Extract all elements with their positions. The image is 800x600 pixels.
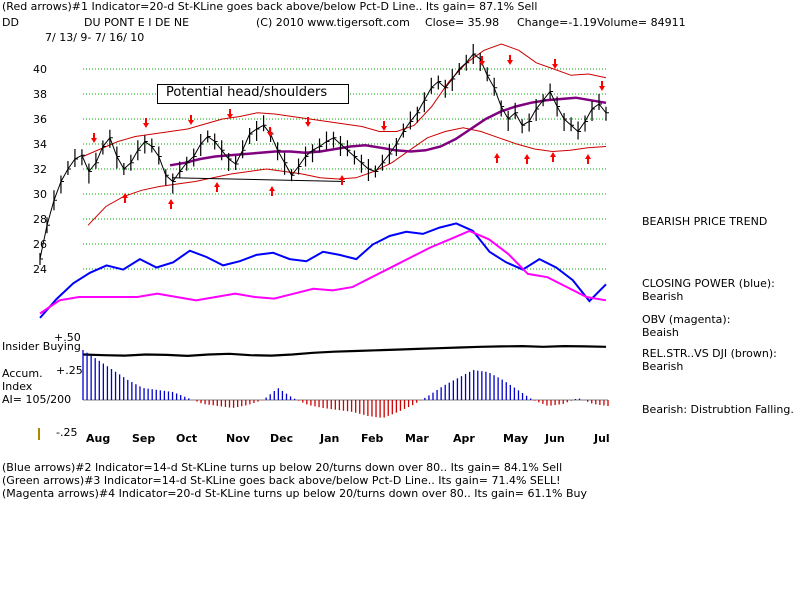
lower-band bbox=[87, 127, 607, 226]
red-arrow-up-1 bbox=[168, 199, 174, 209]
y-tick-24: 24 bbox=[33, 263, 47, 276]
red-arrow-down-4 bbox=[267, 127, 273, 137]
red-arrow-up-0 bbox=[122, 193, 128, 203]
ticker-label: DD bbox=[2, 16, 19, 29]
y-tick-26: 26 bbox=[33, 238, 47, 251]
obv-line bbox=[39, 229, 607, 315]
red-arrow-down-5 bbox=[305, 117, 311, 127]
red-arrow-up-4 bbox=[339, 175, 345, 185]
indicator-2-caption: (Blue arrows)#2 Indicator=14-d St-KLine … bbox=[2, 461, 563, 474]
red-arrow-down-3 bbox=[227, 109, 233, 119]
date-range: 7/ 13/ 9- 7/ 16/ 10 bbox=[45, 31, 145, 44]
red-arrow-down-6 bbox=[381, 121, 387, 131]
change-value: Change=-1.19 bbox=[517, 16, 597, 29]
y-axis-ticks: 24 26 28 30 32 34 36 38 40 bbox=[33, 63, 47, 276]
month-dec: Dec bbox=[270, 432, 293, 445]
relstr-title: REL.STR..VS DJI (brown): bbox=[642, 347, 777, 360]
signal-arrows bbox=[91, 55, 605, 209]
red-arrow-up-8 bbox=[585, 154, 591, 164]
y-tick-28: 28 bbox=[33, 213, 47, 226]
volume-value: Volume= 84911 bbox=[597, 16, 686, 29]
month-jan: Jan bbox=[319, 432, 339, 445]
y-tick-32: 32 bbox=[33, 163, 47, 176]
plus25-label: +.25 bbox=[56, 364, 83, 377]
relstr-series bbox=[82, 344, 607, 358]
red-arrow-down-10 bbox=[599, 81, 605, 91]
month-feb: Feb bbox=[361, 432, 384, 445]
relstr-line bbox=[82, 344, 607, 358]
obv-value: Beaish bbox=[642, 326, 679, 339]
company-name: DU PONT E I DE NE bbox=[84, 16, 190, 29]
head-shoulders-label: Potential head/shoulders bbox=[166, 85, 328, 100]
closing-power-value: Bearish bbox=[642, 290, 684, 303]
month-jun: Jun bbox=[544, 432, 565, 445]
month-mar: Mar bbox=[405, 432, 429, 445]
lower-band-line bbox=[87, 127, 607, 226]
month-aug: Aug bbox=[86, 432, 110, 445]
obv-title: OBV (magenta): bbox=[642, 313, 731, 326]
red-arrow-down-7 bbox=[479, 56, 485, 66]
red-arrow-up-3 bbox=[269, 186, 275, 196]
indicator-3-caption: (Green arrows)#3 Indicator=14-d St-KLine… bbox=[2, 474, 561, 487]
neckline bbox=[171, 177, 346, 182]
minus25-label: -.25 bbox=[56, 426, 78, 439]
y-tick-40: 40 bbox=[33, 63, 47, 76]
month-apr: Apr bbox=[453, 432, 475, 445]
red-arrow-up-6 bbox=[524, 154, 530, 164]
upper-band-line bbox=[82, 43, 607, 157]
y-tick-30: 30 bbox=[33, 188, 47, 201]
month-sep: Sep bbox=[132, 432, 155, 445]
month-nov: Nov bbox=[226, 432, 251, 445]
red-arrow-down-2 bbox=[188, 115, 194, 125]
neckline-line bbox=[171, 177, 346, 182]
relstr-value: Bearish bbox=[642, 360, 684, 373]
y-tick-36: 36 bbox=[33, 113, 47, 126]
red-arrow-up-5 bbox=[494, 153, 500, 163]
y-tick-38: 38 bbox=[33, 88, 47, 101]
price-line bbox=[39, 53, 607, 260]
closing-power-title: CLOSING POWER (blue): bbox=[642, 277, 775, 290]
red-arrow-down-0 bbox=[91, 133, 97, 143]
indicator-4-caption: (Magenta arrows)#4 Indicator=20-d St-KLi… bbox=[2, 487, 587, 500]
close-value: Close= 35.98 bbox=[425, 16, 500, 29]
obv-series bbox=[39, 229, 607, 315]
month-oct: Oct bbox=[176, 432, 197, 445]
red-arrow-down-9 bbox=[552, 59, 558, 69]
red-arrow-up-7 bbox=[550, 152, 556, 162]
insider-buying-label: Insider Buying bbox=[2, 340, 81, 353]
price-series bbox=[39, 44, 609, 265]
y-tick-34: 34 bbox=[33, 138, 47, 151]
trend-label: BEARISH PRICE TREND bbox=[642, 215, 768, 228]
accum-label-2: Index bbox=[2, 380, 33, 393]
head-shoulders-annotation bbox=[157, 84, 349, 104]
ai-value: AI= 105/200 bbox=[2, 393, 72, 406]
red-arrow-up-2 bbox=[214, 182, 220, 192]
plus50-label: +.50 bbox=[54, 331, 81, 344]
month-jul: Jul bbox=[593, 432, 610, 445]
accum-label-1: Accum. bbox=[2, 367, 43, 380]
accum-index-bars bbox=[82, 350, 609, 418]
upper-band bbox=[82, 43, 607, 157]
month-may: May bbox=[503, 432, 528, 445]
copyright-label: (C) 2010 www.tigersoft.com bbox=[256, 16, 410, 29]
red-arrow-down-8 bbox=[507, 55, 513, 65]
distribution-label: Bearish: Distrubtion Falling. bbox=[642, 403, 794, 416]
closing-power-series bbox=[39, 222, 607, 319]
minus25-tick bbox=[38, 428, 40, 440]
indicator-1-caption: (Red arrows)#1 Indicator=20-d St-KLine g… bbox=[2, 0, 538, 13]
closing-power-line bbox=[39, 222, 607, 319]
red-arrow-down-1 bbox=[143, 118, 149, 128]
month-labels: Aug Sep Oct Nov Dec Jan Feb Mar Apr May Jun Jul bbox=[86, 432, 610, 445]
